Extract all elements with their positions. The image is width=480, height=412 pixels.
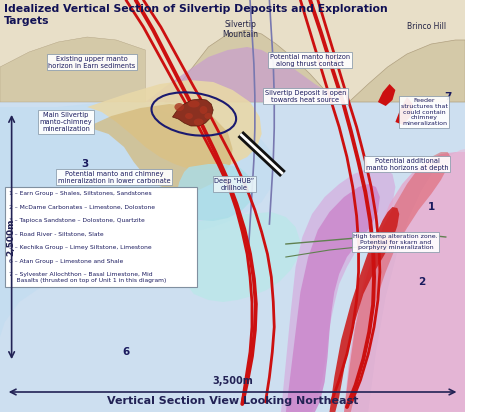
Ellipse shape bbox=[174, 103, 184, 111]
Polygon shape bbox=[0, 0, 465, 412]
Text: Main Silvertip
manto-chimney
mineralization: Main Silvertip manto-chimney mineralizat… bbox=[39, 112, 92, 132]
Text: 2 – McDame Carbonates – Limestone, Dolostone: 2 – McDame Carbonates – Limestone, Dolos… bbox=[9, 204, 155, 209]
Text: 6 – Atan Group – Limestone and Shale: 6 – Atan Group – Limestone and Shale bbox=[9, 258, 123, 264]
Text: 3: 3 bbox=[82, 159, 89, 169]
Ellipse shape bbox=[185, 113, 193, 119]
Text: 5 – Kechika Group – Limey Siltstone, Limestone: 5 – Kechika Group – Limey Siltstone, Lim… bbox=[9, 245, 151, 250]
Text: Potential additional
manto horizons at depth: Potential additional manto horizons at d… bbox=[366, 157, 448, 171]
FancyBboxPatch shape bbox=[5, 187, 197, 287]
Polygon shape bbox=[87, 80, 262, 170]
Text: 4 – Road River - Siltstone, Slate: 4 – Road River - Siltstone, Slate bbox=[9, 232, 103, 236]
Text: 4: 4 bbox=[88, 212, 96, 222]
Polygon shape bbox=[368, 149, 465, 412]
Text: Silvertip Deposit is open
towards heat source: Silvertip Deposit is open towards heat s… bbox=[264, 89, 346, 103]
Text: 7: 7 bbox=[444, 92, 451, 102]
Text: 7 – Sylvester Allochthon – Basal Limestone, Mid
    Basalts (thrusted on top of : 7 – Sylvester Allochthon – Basal Limesto… bbox=[9, 272, 166, 283]
Ellipse shape bbox=[188, 101, 200, 108]
Text: Silvertip
Mountain: Silvertip Mountain bbox=[222, 20, 258, 40]
Text: 3,500m: 3,500m bbox=[212, 376, 253, 386]
Polygon shape bbox=[344, 152, 451, 412]
Polygon shape bbox=[349, 40, 465, 102]
Text: Deep “HUB”
drillhole: Deep “HUB” drillhole bbox=[215, 178, 254, 190]
Polygon shape bbox=[182, 212, 300, 302]
Text: 6: 6 bbox=[122, 347, 130, 357]
Polygon shape bbox=[329, 207, 399, 412]
Ellipse shape bbox=[200, 106, 207, 114]
Polygon shape bbox=[286, 184, 380, 412]
Polygon shape bbox=[165, 30, 329, 102]
Polygon shape bbox=[145, 47, 344, 102]
Polygon shape bbox=[0, 0, 465, 102]
Polygon shape bbox=[396, 97, 413, 125]
Polygon shape bbox=[0, 37, 145, 102]
Polygon shape bbox=[172, 99, 213, 126]
Polygon shape bbox=[0, 102, 276, 352]
Text: 3 – Tapioca Sandstone – Dolostone, Quartzite: 3 – Tapioca Sandstone – Dolostone, Quart… bbox=[9, 218, 144, 223]
Text: 1: 1 bbox=[428, 202, 435, 212]
Ellipse shape bbox=[204, 113, 212, 119]
Text: Potential manto horizon
along thrust contact: Potential manto horizon along thrust con… bbox=[270, 54, 350, 66]
Text: 2: 2 bbox=[418, 277, 425, 287]
Text: Vertical Section View Looking Northeast: Vertical Section View Looking Northeast bbox=[107, 396, 358, 406]
Text: Brinco Hill: Brinco Hill bbox=[407, 22, 446, 31]
Ellipse shape bbox=[194, 119, 204, 126]
Text: 5: 5 bbox=[103, 259, 110, 269]
Text: Existing upper manto
horizon in Earn sediments: Existing upper manto horizon in Earn sed… bbox=[48, 56, 136, 68]
Text: 2,500m: 2,500m bbox=[6, 218, 15, 256]
Polygon shape bbox=[281, 168, 396, 412]
Text: 1 – Earn Group – Shales, Siltstones, Sandstones: 1 – Earn Group – Shales, Siltstones, San… bbox=[9, 191, 151, 196]
Polygon shape bbox=[87, 104, 233, 192]
Polygon shape bbox=[176, 164, 254, 221]
Polygon shape bbox=[344, 152, 465, 412]
Text: Idealized Vertical Section of Silvertip Deposits and Exploration
Targets: Idealized Vertical Section of Silvertip … bbox=[4, 4, 388, 26]
Text: High temp alteration zone.
Potential for skarn and
porphyry mineralization: High temp alteration zone. Potential for… bbox=[353, 234, 438, 250]
Polygon shape bbox=[378, 84, 396, 106]
Text: Feeder
structures that
could contain
chimney
mineralization: Feeder structures that could contain chi… bbox=[401, 98, 448, 126]
Text: Potential manto and chimney
mineralization in lower carbonate: Potential manto and chimney mineralizati… bbox=[58, 171, 171, 183]
